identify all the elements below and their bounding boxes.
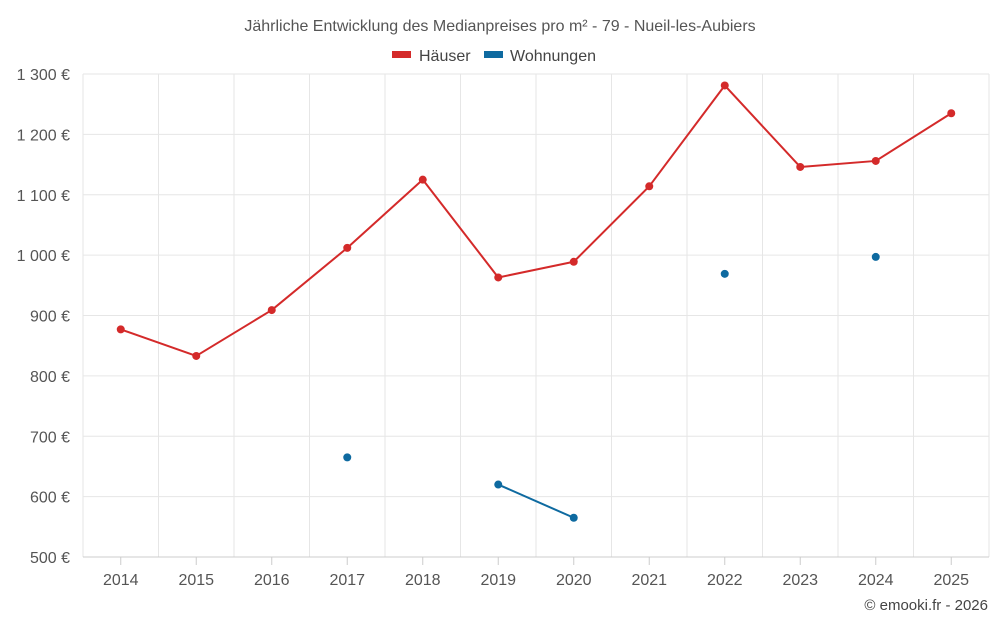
- data-point[interactable]: [569, 513, 578, 522]
- x-tick-label: 2019: [480, 572, 516, 589]
- series-line-segment: [572, 185, 651, 263]
- series-line-segment: [270, 246, 349, 312]
- y-tick-label: 500 €: [30, 550, 70, 567]
- series-line-segment: [723, 84, 802, 168]
- data-point[interactable]: [871, 252, 880, 261]
- series-line-segment: [346, 178, 424, 249]
- data-point[interactable]: [720, 269, 729, 278]
- x-tick-label: 2018: [405, 572, 441, 589]
- data-point[interactable]: [871, 156, 880, 165]
- data-point[interactable]: [569, 257, 578, 266]
- x-tick-label: 2022: [707, 572, 743, 589]
- series-0: [116, 81, 956, 360]
- x-tick-label: 2023: [782, 572, 818, 589]
- legend-label-haeuser[interactable]: Häuser: [419, 48, 471, 65]
- data-point[interactable]: [418, 175, 427, 184]
- y-tick-label: 1 100 €: [17, 188, 70, 205]
- series-line-segment: [195, 309, 273, 357]
- data-point[interactable]: [494, 273, 503, 282]
- series-line-segment: [874, 112, 953, 162]
- data-point[interactable]: [645, 182, 654, 191]
- x-tick-label: 2015: [178, 572, 214, 589]
- y-tick-label: 800 €: [30, 369, 70, 386]
- y-tick-label: 600 €: [30, 490, 70, 507]
- data-point[interactable]: [343, 453, 352, 462]
- data-point[interactable]: [720, 81, 729, 90]
- series-1: [343, 252, 880, 522]
- data-point[interactable]: [116, 325, 125, 334]
- series-line-segment: [119, 328, 198, 357]
- y-tick-label: 1 200 €: [17, 127, 70, 144]
- y-tick-label: 1 300 €: [17, 67, 70, 84]
- data-point[interactable]: [267, 306, 276, 315]
- series-line-segment: [497, 260, 575, 279]
- legend-swatch-haeuser: [392, 51, 411, 58]
- chart-title: Jährliche Entwicklung des Medianpreises …: [244, 18, 755, 35]
- x-tick-label: 2024: [858, 572, 894, 589]
- x-tick-label: 2016: [254, 572, 290, 589]
- data-point[interactable]: [192, 351, 201, 360]
- credit-text: © emooki.fr - 2026: [864, 597, 988, 614]
- legend-swatch-wohnungen: [484, 51, 503, 58]
- x-tick-label: 2020: [556, 572, 592, 589]
- series-line-segment: [497, 483, 575, 519]
- grid: [82, 73, 990, 557]
- y-axis: 500 € 600 € 700 € 800 € 900 € 1 000 € 1 100 € 1…: [17, 67, 70, 567]
- x-tick-label: 2025: [933, 572, 969, 589]
- legend: Häuser Wohnungen: [392, 48, 596, 65]
- y-tick-label: 700 €: [30, 429, 70, 446]
- x-tick-label: 2017: [329, 572, 365, 589]
- series-line-segment: [421, 178, 500, 279]
- data-point[interactable]: [947, 109, 956, 118]
- data-point[interactable]: [494, 480, 503, 489]
- legend-label-wohnungen[interactable]: Wohnungen: [510, 48, 596, 65]
- y-tick-label: 900 €: [30, 309, 70, 326]
- y-tick-label: 1 000 €: [17, 248, 70, 265]
- plot-area: [116, 81, 956, 522]
- series-line-segment: [648, 84, 726, 188]
- x-tick-label: 2021: [631, 572, 667, 589]
- series-line-segment: [799, 159, 877, 168]
- x-tick-label: 2014: [103, 572, 139, 589]
- data-point[interactable]: [796, 162, 805, 171]
- data-point[interactable]: [343, 243, 352, 252]
- x-axis: 2014 2015 2016 2017 2018 2019 2020 2021 2022 2023…: [83, 556, 989, 589]
